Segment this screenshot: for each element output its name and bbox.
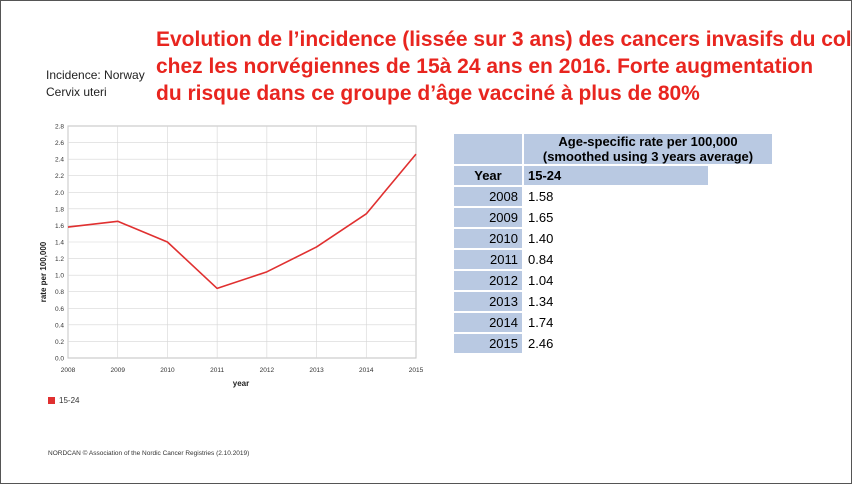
slide-title: Evolution de l’incidence (lissée sur 3 a… bbox=[156, 26, 852, 107]
table-row: 2015 2.46 bbox=[454, 334, 772, 353]
table-header: Age-specific rate per 100,000 (smoothed … bbox=[524, 134, 772, 164]
x-tick-label: 2010 bbox=[160, 367, 175, 374]
rate-cell: 1.58 bbox=[524, 187, 708, 206]
subtitle-site: Cervix uteri bbox=[46, 85, 107, 99]
age-column-header: 15-24 bbox=[524, 166, 708, 185]
footer-credit: NORDCAN © Association of the Nordic Canc… bbox=[48, 450, 250, 457]
year-cell: 2010 bbox=[454, 229, 522, 248]
y-tick-label: 2.4 bbox=[55, 157, 64, 164]
rate-cell: 1.65 bbox=[524, 208, 708, 227]
table-subheader-row: Year 15-24 bbox=[454, 166, 772, 185]
table-row: 2008 1.58 bbox=[454, 187, 772, 206]
x-tick-label: 2014 bbox=[359, 367, 374, 374]
table-row: 2010 1.40 bbox=[454, 229, 772, 248]
x-tick-label: 2008 bbox=[61, 367, 76, 374]
title-line: chez les norvégiennes de 15à 24 ans en 2… bbox=[156, 55, 814, 78]
line-chart: 0.0 0.2 0.4 0.6 0.8 1.0 1.2 1.4 1.6 1.8 2.0 2.2 2.4 2… bbox=[39, 124, 424, 389]
series bbox=[67, 153, 417, 290]
legend-label: 15-24 bbox=[59, 396, 80, 405]
x-tick-label: 2015 bbox=[409, 367, 424, 374]
x-tick-label: 2011 bbox=[210, 367, 224, 374]
rate-cell: 1.74 bbox=[524, 313, 708, 332]
y-tick-label: 0.8 bbox=[55, 289, 64, 296]
tick-labels: 0.0 0.2 0.4 0.6 0.8 1.0 1.2 1.4 1.6 1.8 2.0 2.2 2.4 2… bbox=[55, 124, 424, 375]
y-tick-label: 0.2 bbox=[55, 339, 64, 346]
x-tick-label: 2009 bbox=[110, 367, 125, 374]
title-line: Evolution de l’incidence (lissée sur 3 a… bbox=[156, 28, 852, 51]
y-tick-label: 2.0 bbox=[55, 190, 64, 197]
y-tick-label: 0.0 bbox=[55, 356, 64, 363]
year-cell: 2013 bbox=[454, 292, 522, 311]
table-row: 2012 1.04 bbox=[454, 271, 772, 290]
rate-cell: 1.34 bbox=[524, 292, 708, 311]
legend: 15-24 bbox=[48, 396, 79, 405]
y-axis-label: rate per 100,000 bbox=[39, 241, 48, 302]
y-tick-label: 2.2 bbox=[55, 173, 64, 180]
rate-cell: 0.84 bbox=[524, 250, 708, 269]
header-line: (smoothed using 3 years average) bbox=[542, 149, 754, 164]
year-cell: 2012 bbox=[454, 271, 522, 290]
year-cell: 2011 bbox=[454, 250, 522, 269]
y-tick-label: 1.4 bbox=[55, 240, 64, 247]
x-axis-label: year bbox=[233, 379, 249, 388]
table-row: 2009 1.65 bbox=[454, 208, 772, 227]
series-line bbox=[67, 153, 417, 290]
y-tick-label: 1.6 bbox=[55, 223, 64, 230]
title-line: du risque dans ce groupe d’âge vacciné à… bbox=[156, 82, 700, 105]
header-line: Age-specific rate per 100,000 bbox=[558, 134, 738, 149]
y-tick-label: 1.8 bbox=[55, 206, 64, 213]
y-tick-label: 1.0 bbox=[55, 273, 64, 280]
year-column-header: Year bbox=[454, 166, 522, 185]
subtitle-incidence: Incidence: Norway bbox=[46, 68, 145, 82]
year-cell: 2015 bbox=[454, 334, 522, 353]
y-tick-label: 2.6 bbox=[55, 140, 64, 147]
rate-cell: 1.40 bbox=[524, 229, 708, 248]
table-row: 2011 0.84 bbox=[454, 250, 772, 269]
x-tick-label: 2012 bbox=[260, 367, 275, 374]
year-cell: 2009 bbox=[454, 208, 522, 227]
blank-cell bbox=[710, 166, 772, 185]
grid bbox=[67, 125, 417, 359]
y-tick-label: 0.4 bbox=[55, 322, 64, 329]
table-row: 2013 1.34 bbox=[454, 292, 772, 311]
year-cell: 2014 bbox=[454, 313, 522, 332]
table-row: 2014 1.74 bbox=[454, 313, 772, 332]
year-cell: 2008 bbox=[454, 187, 522, 206]
header-blank-cell bbox=[454, 134, 522, 164]
rate-cell: 1.04 bbox=[524, 271, 708, 290]
rate-cell: 2.46 bbox=[524, 334, 708, 353]
y-tick-label: 1.2 bbox=[55, 256, 64, 263]
x-tick-label: 2013 bbox=[309, 367, 324, 374]
y-tick-label: 0.6 bbox=[55, 306, 64, 313]
table-header-row: Age-specific rate per 100,000 (smoothed … bbox=[454, 134, 772, 164]
rates-table: Age-specific rate per 100,000 (smoothed … bbox=[452, 132, 774, 355]
legend-swatch bbox=[48, 397, 55, 404]
y-tick-label: 2.8 bbox=[55, 124, 64, 131]
